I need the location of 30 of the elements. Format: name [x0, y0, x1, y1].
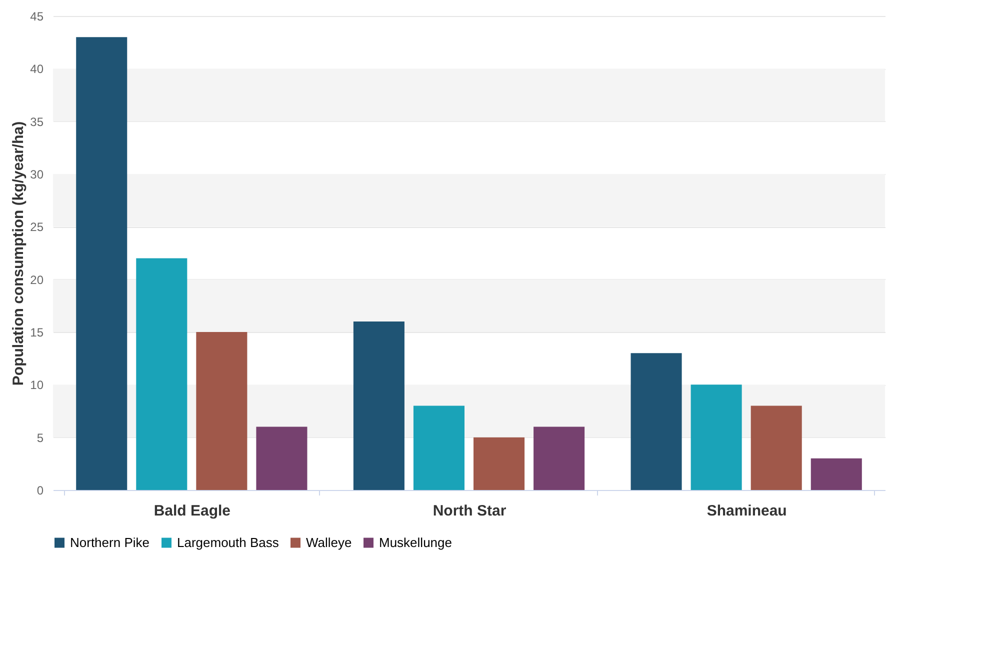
x-tick-label: Shamineau: [706, 502, 787, 520]
bar: [810, 458, 862, 490]
legend-label: Walleye: [306, 534, 352, 550]
bar: [256, 426, 308, 490]
y-tick-label: 5: [36, 430, 44, 445]
y-tick-label: 25: [30, 220, 44, 234]
bar: [690, 384, 742, 490]
bar: [750, 406, 802, 490]
x-tick-label: Bald Eagle: [154, 502, 231, 520]
y-tick-label: 20: [30, 272, 44, 287]
x-tick-label: North Star: [432, 502, 506, 520]
y-tick-label: 40: [30, 62, 44, 76]
legend-label: Muskellunge: [379, 534, 452, 550]
bar: [534, 426, 585, 490]
legend-label: Northern Pike: [70, 534, 150, 550]
bar: [353, 321, 404, 490]
bar: [76, 37, 128, 490]
bar: [474, 437, 525, 490]
y-tick-label: 30: [30, 168, 44, 182]
bar: [196, 332, 248, 490]
y-tick-label: 0: [36, 484, 44, 498]
y-tick-label: 45: [30, 10, 44, 24]
y-tick-label: 35: [30, 114, 44, 129]
y-tick-label: 15: [30, 326, 44, 340]
bar: [630, 353, 682, 490]
bar: [413, 406, 464, 490]
bar: [136, 258, 188, 490]
y-tick-label: 10: [30, 378, 44, 392]
legend-label: Largemouth Bass: [177, 534, 280, 550]
y-axis-title: Population consumption (kg/year/ha): [10, 121, 28, 386]
